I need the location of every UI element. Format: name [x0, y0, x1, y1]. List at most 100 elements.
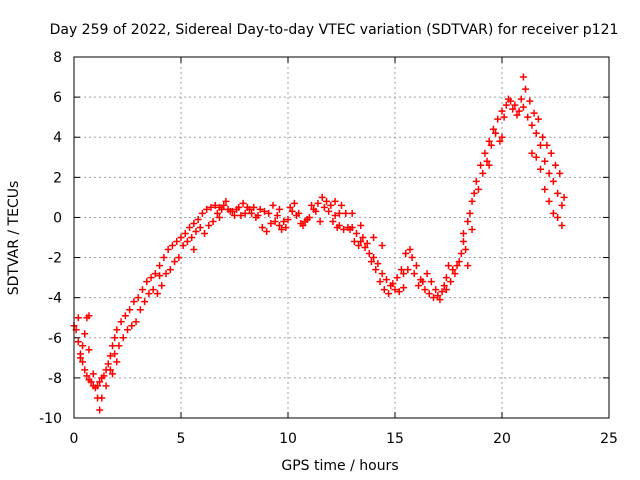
data-point [530, 109, 538, 117]
data-point [524, 113, 532, 121]
data-point [547, 149, 555, 157]
data-point [136, 306, 144, 314]
data-point [504, 95, 512, 103]
data-point [263, 227, 271, 235]
data-point [156, 262, 164, 270]
x-tick-label: 0 [70, 431, 79, 447]
data-point [558, 201, 566, 209]
data-point [552, 161, 559, 169]
data-point [412, 262, 420, 270]
data-point [260, 207, 268, 215]
data-point [549, 209, 557, 217]
data-point [376, 278, 384, 286]
data-point [250, 203, 258, 211]
data-point [81, 330, 89, 338]
data-point [425, 290, 433, 298]
data-point [474, 185, 482, 193]
data-point [81, 366, 89, 374]
data-point [391, 286, 399, 294]
y-tick-label: -4 [48, 291, 62, 307]
data-point [539, 133, 547, 141]
data-point [395, 288, 403, 296]
data-point [196, 223, 204, 231]
data-point [205, 221, 213, 229]
data-point [151, 270, 159, 278]
data-point [190, 219, 198, 227]
data-point [295, 209, 303, 217]
x-axis-label: GPS time / hours [281, 458, 398, 474]
data-point [267, 219, 275, 227]
data-point [128, 322, 136, 330]
data-point [468, 197, 476, 205]
data-point [106, 366, 114, 374]
data-point [156, 272, 164, 280]
data-point [181, 229, 189, 237]
data-point [477, 161, 485, 169]
data-point [248, 209, 256, 217]
data-point [455, 258, 463, 266]
data-point [500, 113, 508, 121]
data-point [134, 294, 142, 302]
data-point [385, 290, 393, 298]
data-point [355, 242, 363, 250]
y-tick-label: 6 [53, 90, 62, 106]
data-point [201, 229, 209, 237]
data-point [183, 238, 191, 246]
data-point [558, 221, 566, 229]
data-point [367, 258, 375, 266]
data-point [346, 225, 354, 233]
data-point [113, 326, 121, 334]
data-point [175, 254, 183, 262]
data-point [545, 169, 553, 177]
data-point [258, 223, 266, 231]
x-tick-label: 10 [279, 431, 297, 447]
x-tick-label: 5 [177, 431, 186, 447]
y-tick-label: -10 [39, 411, 62, 427]
data-point [303, 215, 311, 223]
data-point [109, 370, 117, 378]
data-point [498, 107, 506, 115]
data-point [168, 242, 176, 250]
data-point [492, 129, 500, 137]
data-point [436, 296, 444, 304]
data-point [434, 292, 442, 300]
data-point [265, 209, 273, 217]
y-tick-label: 4 [53, 130, 62, 146]
data-point [408, 254, 416, 262]
y-tick-label: -6 [48, 331, 62, 347]
data-point [115, 342, 123, 350]
data-point [389, 280, 397, 288]
data-point [166, 266, 174, 274]
data-point [198, 209, 206, 217]
data-point [243, 203, 251, 211]
data-point [419, 278, 427, 286]
data-point [487, 141, 495, 149]
data-point [288, 207, 296, 215]
data-point [162, 270, 170, 278]
data-point [160, 254, 168, 262]
data-point [111, 350, 119, 358]
data-point [290, 199, 298, 207]
data-point [141, 298, 149, 306]
data-point [335, 209, 343, 217]
y-tick-label: 0 [53, 210, 62, 226]
data-point [109, 342, 117, 350]
data-point [87, 378, 95, 386]
data-point [549, 177, 557, 185]
y-tick-label: 8 [53, 50, 62, 66]
data-point [85, 346, 93, 354]
y-tick-label: -8 [48, 371, 62, 387]
data-point [102, 382, 110, 390]
data-point [489, 125, 497, 133]
data-point [209, 217, 217, 225]
data-point [352, 229, 360, 237]
data-point [449, 266, 457, 274]
data-point [275, 205, 283, 213]
data-point [430, 294, 438, 302]
x-tick-label: 20 [493, 431, 511, 447]
data-point [113, 358, 121, 366]
data-point [537, 165, 545, 173]
data-point [338, 201, 345, 209]
data-point [190, 246, 198, 254]
data-point [511, 101, 519, 109]
